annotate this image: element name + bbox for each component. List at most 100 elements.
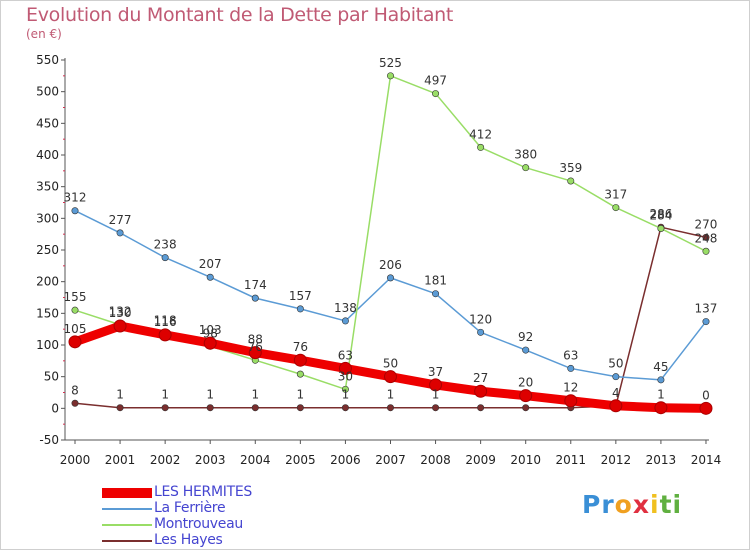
data-point: [341, 317, 349, 325]
data-point: [341, 404, 349, 412]
data-point: [477, 143, 485, 151]
data-point: [68, 335, 82, 349]
data-label: 284: [649, 208, 672, 222]
data-label: 157: [289, 289, 312, 303]
data-label: 30: [338, 369, 353, 383]
x-tick-label: 2006: [330, 453, 361, 467]
legend-swatch: [102, 508, 152, 510]
data-point: [296, 404, 304, 412]
data-label: 207: [199, 257, 222, 271]
data-label: 206: [379, 258, 402, 272]
data-label: 50: [608, 357, 623, 371]
data-label: 238: [154, 238, 177, 252]
data-label: 1: [432, 388, 440, 402]
data-label: 116: [154, 315, 177, 329]
data-point: [657, 224, 665, 232]
legend-label: LES HERMITES: [154, 484, 252, 500]
y-tick-label: 350: [36, 180, 59, 194]
data-point: [161, 404, 169, 412]
data-label: 88: [248, 333, 263, 347]
y-tick-label: 100: [36, 338, 59, 352]
data-point: [251, 404, 259, 412]
data-point: [474, 384, 488, 398]
data-point: [432, 404, 440, 412]
data-label: 1: [206, 388, 214, 402]
legend-swatch: [102, 524, 152, 526]
data-label: 1: [297, 388, 305, 402]
legend: LES HERMITES La Ferrière Montrouveau Les Ha…: [102, 484, 302, 549]
data-label: 312: [64, 191, 87, 205]
data-label: 45: [653, 360, 668, 374]
x-tick-label: 2004: [240, 453, 271, 467]
data-label: 8: [71, 383, 79, 397]
logo-letter: i: [672, 490, 683, 519]
logo-letter: r: [601, 490, 615, 519]
data-label: 1: [387, 388, 395, 402]
legend-item: LES HERMITES: [102, 484, 302, 501]
x-tick-label: 2002: [150, 453, 181, 467]
data-point: [522, 346, 530, 354]
data-point: [702, 318, 710, 326]
data-label: 270: [695, 217, 718, 231]
y-tick-label: 500: [36, 85, 59, 99]
series-les-hermites: [68, 319, 713, 415]
data-label: 63: [338, 348, 353, 362]
x-tick-label: 2005: [285, 453, 316, 467]
logo-letter: P: [582, 490, 602, 519]
y-tick-label: 550: [36, 53, 59, 67]
data-label: 497: [424, 74, 447, 88]
x-tick-label: 2000: [60, 453, 91, 467]
data-point: [564, 394, 578, 408]
data-point: [251, 294, 259, 302]
logo-letter: i: [650, 490, 660, 519]
data-point: [296, 370, 304, 378]
data-point: [338, 361, 352, 375]
data-label: 92: [518, 330, 533, 344]
y-tick-label: -50: [39, 433, 59, 447]
legend-label: La Ferrière: [154, 500, 226, 516]
data-point: [296, 305, 304, 313]
data-point: [654, 401, 668, 415]
data-label: 1: [251, 388, 259, 402]
data-point: [248, 346, 262, 360]
chart-axes: -500501001502002503003504004505005502000…: [36, 53, 721, 467]
data-point: [699, 401, 713, 415]
data-label: 155: [64, 290, 87, 304]
data-point: [116, 229, 124, 237]
data-point: [432, 290, 440, 298]
x-tick-label: 2013: [646, 453, 677, 467]
series-la-ferri-re: [71, 207, 710, 384]
legend-item: La Ferrière: [102, 500, 302, 517]
logo-letter: x: [632, 490, 650, 519]
y-tick-label: 50: [44, 370, 59, 384]
data-label: 103: [199, 323, 222, 337]
data-label: 317: [604, 188, 627, 202]
x-tick-label: 2012: [601, 453, 632, 467]
data-point: [386, 404, 394, 412]
data-point: [293, 353, 307, 367]
data-label: 181: [424, 274, 447, 288]
data-point: [386, 274, 394, 282]
data-label: 120: [469, 312, 492, 326]
chart-subtitle: (en €): [26, 27, 62, 41]
data-point: [341, 385, 349, 393]
data-point: [429, 378, 443, 392]
data-label: 12: [563, 381, 578, 395]
series-line: [74, 75, 707, 391]
data-point: [432, 90, 440, 98]
data-label: 20: [518, 376, 533, 390]
legend-swatch: [102, 488, 152, 498]
data-point: [477, 328, 485, 336]
data-label: 525: [379, 56, 402, 70]
data-label: 118: [154, 314, 177, 328]
logo-letter: o: [614, 490, 633, 519]
data-point: [702, 247, 710, 255]
data-point: [567, 364, 575, 372]
data-label: 380: [514, 148, 537, 162]
x-tick-label: 2009: [465, 453, 496, 467]
x-tick-label: 2008: [420, 453, 451, 467]
y-tick-label: 200: [36, 275, 59, 289]
data-label: 76: [248, 340, 263, 354]
data-point: [113, 319, 127, 333]
